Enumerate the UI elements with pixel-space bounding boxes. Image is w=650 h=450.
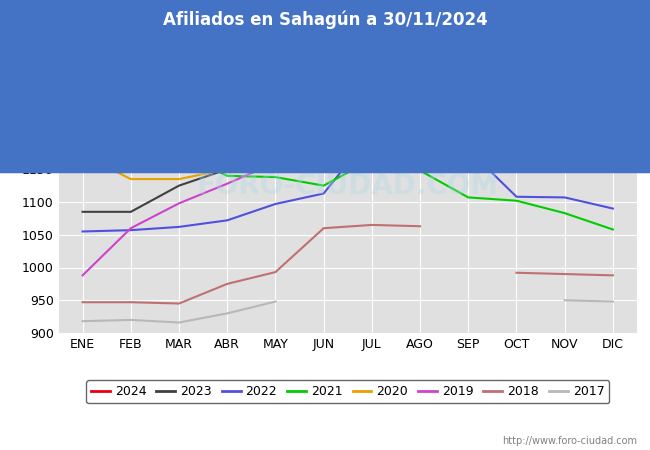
Legend: 2024, 2023, 2022, 2021, 2020, 2019, 2018, 2017: 2024, 2023, 2022, 2021, 2020, 2019, 2018… bbox=[86, 380, 610, 403]
Text: http://www.foro-ciudad.com: http://www.foro-ciudad.com bbox=[502, 436, 637, 446]
Text: Afiliados en Sahagún a 30/11/2024: Afiliados en Sahagún a 30/11/2024 bbox=[162, 10, 488, 29]
Text: FORO-CIUDAD.COM: FORO-CIUDAD.COM bbox=[197, 171, 499, 200]
